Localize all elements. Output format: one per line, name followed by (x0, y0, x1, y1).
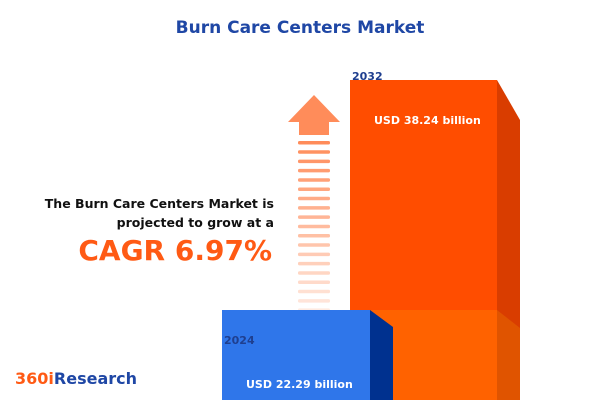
arrow-stripe (298, 289, 330, 294)
bar-2032-lower-side (497, 310, 520, 400)
arrow-stripe (298, 168, 330, 173)
arrow-stripe (298, 141, 330, 145)
arrow-stripe (298, 243, 330, 247)
arrow-stripe (298, 261, 330, 266)
bar-2024 (222, 310, 370, 400)
cagr-value: CAGR 6.97% (78, 234, 272, 267)
arrow-stripe (298, 234, 330, 238)
cagr-description: The Burn Care Centers Market is projecte… (45, 194, 274, 232)
arrow-stripe (298, 196, 330, 201)
arrow-stripe (298, 271, 330, 275)
arrow-stripe (298, 206, 330, 210)
arrow-stripe (298, 280, 330, 284)
chart-title: Burn Care Centers Market (175, 18, 425, 38)
year-label-2032: 2032 (352, 70, 383, 83)
arrow-stripe (298, 150, 330, 154)
value-label-2032: USD 38.24 billion (374, 114, 481, 127)
arrow-stripe (298, 299, 330, 303)
arrow-head (288, 95, 340, 135)
arrow-stripe (298, 224, 330, 229)
growth-arrow-icon (288, 95, 340, 340)
arrow-stripe (298, 215, 330, 219)
year-label-2024: 2024 (224, 334, 255, 347)
logo-part-2: Research (53, 369, 137, 388)
logo-part-1: 360i (15, 369, 54, 388)
arrow-stripe (298, 187, 330, 191)
lead-line-2: projected to grow at a (116, 215, 274, 230)
value-label-2024: USD 22.29 billion (246, 378, 353, 391)
arrow-stripe (298, 252, 330, 257)
arrow-stripe (298, 159, 330, 164)
bar-2024-side (370, 310, 393, 400)
arrow-stripe (298, 178, 330, 182)
logo: 360iResearch (15, 369, 137, 388)
lead-line-1: The Burn Care Centers Market is (44, 196, 274, 211)
